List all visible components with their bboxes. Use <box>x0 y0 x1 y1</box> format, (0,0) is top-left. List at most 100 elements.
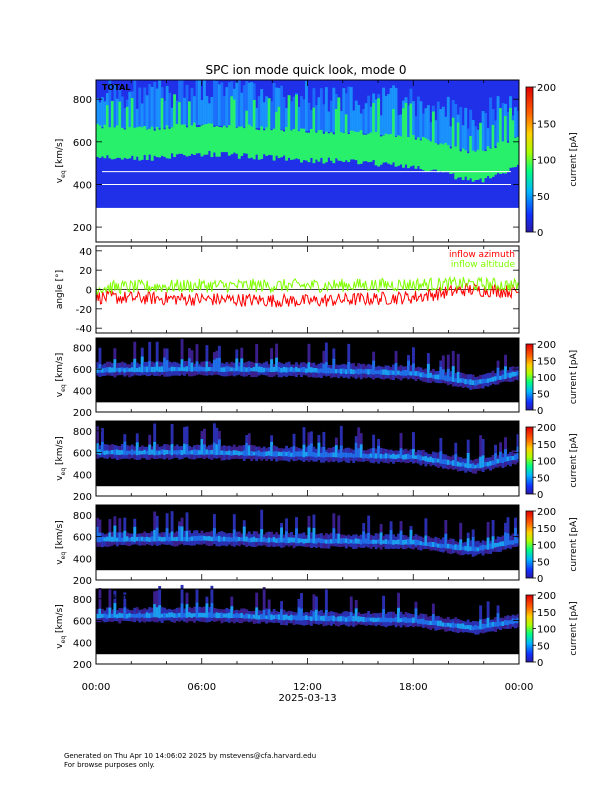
spectrogram-column <box>145 366 149 373</box>
spectrogram-column <box>220 367 224 372</box>
spectrogram-column <box>367 617 371 622</box>
spectrogram-column <box>170 127 174 154</box>
spectrogram-column <box>133 526 137 542</box>
spectrogram-column <box>242 526 246 542</box>
spectrogram-column <box>506 533 510 546</box>
spectrogram-column <box>128 91 132 129</box>
spectrogram-column <box>419 455 423 461</box>
spectrogram-column <box>282 131 286 156</box>
spectrogram-column <box>407 453 410 460</box>
spectrogram-column <box>235 536 239 542</box>
spectrogram-column <box>424 518 428 550</box>
colorbar-gradient <box>525 594 534 663</box>
colorbar-label: current [pA] <box>569 517 579 571</box>
colorbar-tick-label: 0 <box>537 228 543 239</box>
spectrogram-column <box>469 546 473 551</box>
spectrogram-column <box>292 446 296 458</box>
spectrogram-column <box>195 361 199 372</box>
spectrogram-column <box>342 88 346 133</box>
spectrogram-column <box>210 96 214 126</box>
y-tick-label: -20 <box>76 305 92 316</box>
spectrogram-column <box>235 82 239 127</box>
spectrogram-column <box>349 539 353 544</box>
spectrogram-column <box>115 614 119 619</box>
spectrogram-column <box>275 111 279 156</box>
spectrogram-column <box>372 447 376 459</box>
spectrogram-column <box>357 368 361 375</box>
spectrogram-column <box>426 457 430 462</box>
spectrogram-column <box>165 125 169 159</box>
spectrogram-column <box>409 455 413 459</box>
spectrogram-column <box>357 616 361 623</box>
spectrogram-column <box>374 99 378 135</box>
spectrogram-column <box>225 127 229 153</box>
spectrogram-column <box>158 536 162 542</box>
spectrogram-column <box>215 444 219 455</box>
y-tick-label: 200 <box>73 576 92 587</box>
spectrogram-column <box>225 87 229 127</box>
spectrogram-column <box>235 613 239 618</box>
y-tick-label: 800 <box>73 344 92 355</box>
spectrogram-column <box>412 363 415 376</box>
spectrogram-column <box>479 456 483 469</box>
spectrogram-column <box>240 92 244 128</box>
spectrogram-column <box>267 537 271 543</box>
spectrogram-column <box>225 366 229 372</box>
spectrogram-column <box>128 368 132 372</box>
spectrogram-column <box>384 453 388 459</box>
spectrogram-column <box>185 426 189 458</box>
spectrogram-column <box>324 539 328 544</box>
spectrogram-column <box>252 451 256 456</box>
spectrogram-column <box>108 588 112 622</box>
spectrogram-column <box>484 545 488 550</box>
spectrogram-column <box>509 455 512 461</box>
spectrogram-column <box>469 625 473 631</box>
spectrogram-column <box>421 618 425 625</box>
spectrogram-column <box>110 613 114 618</box>
spectrogram-column <box>456 461 460 467</box>
spectrogram-column <box>409 529 413 545</box>
spectrogram-column <box>188 358 191 372</box>
spectrogram-column <box>439 143 443 171</box>
y-label-main: v <box>55 391 65 397</box>
spectrogram-column <box>429 620 433 626</box>
colorbar-tick-label: 0 <box>537 490 543 501</box>
spectrogram-column <box>464 463 468 468</box>
spectrogram-column <box>471 150 475 182</box>
spectrogram-column <box>494 376 498 381</box>
spectrogram-column <box>454 103 458 149</box>
y-label-main: v <box>55 177 65 183</box>
spectrogram-column <box>496 142 500 173</box>
spectrogram-column <box>476 463 480 469</box>
y-label-unit: [km/s] <box>55 604 65 636</box>
spectrogram-column <box>257 615 261 620</box>
spectrogram-column <box>466 153 470 181</box>
spectrogram-column <box>327 133 331 158</box>
spectrogram-column <box>108 127 112 159</box>
spectrogram-column <box>165 450 169 455</box>
spectrogram-column <box>327 539 331 544</box>
spectrogram-column <box>272 451 276 457</box>
footer: Generated on Thu Apr 10 14:06:02 2025 by… <box>64 752 316 770</box>
y-label-unit: [km/s] <box>55 436 65 468</box>
spectrogram-column <box>205 345 209 376</box>
spectrogram-column <box>128 450 132 455</box>
spectrogram-column <box>494 621 498 627</box>
spectrogram-column <box>486 617 490 628</box>
y-axis-label: veq [km/s] <box>55 139 67 183</box>
spectrogram-column <box>185 530 189 542</box>
spectrogram-column <box>285 108 288 130</box>
spectrogram-column <box>429 541 433 548</box>
spectrogram-column <box>96 426 99 459</box>
spectrogram-column <box>262 451 266 457</box>
spectrogram-column <box>135 127 139 157</box>
spectrogram-column <box>392 618 395 622</box>
spectrogram-column <box>439 451 443 464</box>
spectrogram-column <box>205 96 209 126</box>
spectrogram-column <box>501 621 505 626</box>
spectrogram-column <box>392 453 395 459</box>
spectrogram-column <box>222 95 226 127</box>
spectrogram-column <box>155 361 159 372</box>
spectrogram-column <box>96 443 99 455</box>
